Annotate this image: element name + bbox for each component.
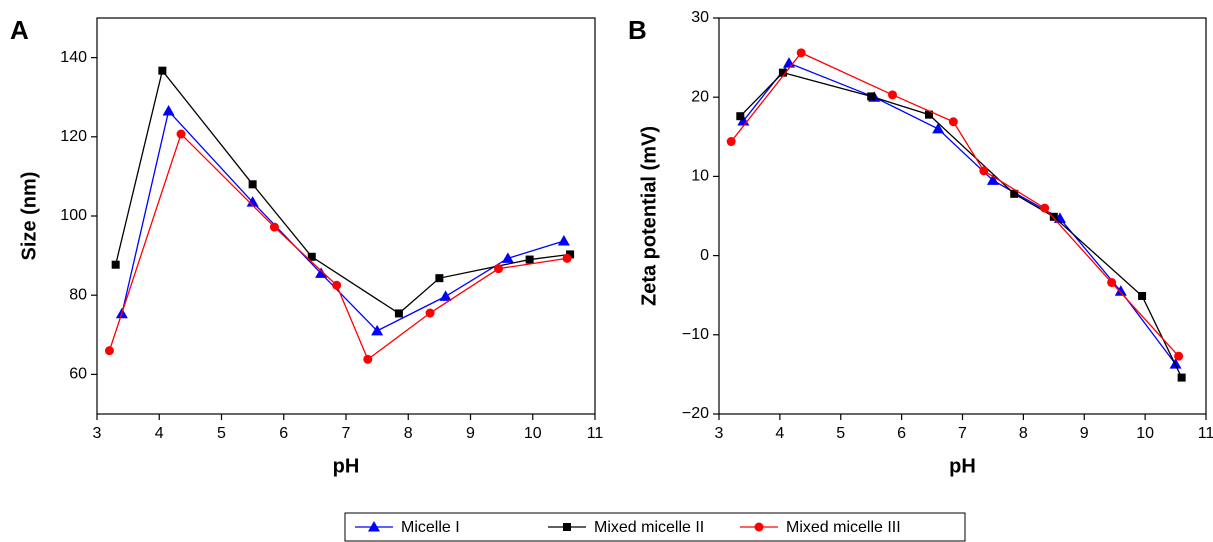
marker [158,66,167,75]
x-tick-label: 10 [1136,425,1154,442]
x-tick-label: 4 [775,425,784,442]
y-tick-label: 140 [60,49,87,66]
panel-label: A [10,15,29,45]
marker [562,253,572,263]
legend-marker [368,521,380,532]
x-tick-label: 3 [93,425,102,442]
series-line [730,52,1180,357]
series-line [115,69,571,315]
y-tick-label: 60 [69,366,87,383]
marker [371,324,384,336]
y-tick-label: −10 [682,326,709,343]
marker [315,267,328,278]
x-tick-label: 8 [1019,425,1028,442]
marker [162,105,175,116]
x-tick-label: 5 [836,425,845,442]
y-tick-label: 100 [60,207,87,224]
x-tick-label: 8 [404,425,413,442]
legend-box [344,512,966,542]
marker [1174,351,1184,361]
series-line [742,62,1177,365]
legend-label: Micelle I [401,519,460,536]
marker [796,48,806,58]
x-tick-label: 9 [466,425,475,442]
marker [1049,212,1058,221]
marker [332,280,342,290]
marker [887,90,897,100]
y-axis-label: Zeta potential (mV) [638,126,660,306]
marker [435,274,444,283]
marker [246,196,259,207]
marker [557,234,570,246]
marker [425,308,435,318]
marker [1138,291,1147,300]
marker [948,117,958,127]
marker [736,112,745,121]
marker [778,68,787,77]
x-tick-label: 11 [1198,425,1213,442]
marker [726,137,736,147]
marker [932,122,945,134]
marker [394,309,403,318]
marker [269,222,279,232]
x-tick-label: 4 [155,425,164,442]
marker [439,290,452,301]
x-tick-label: 6 [279,425,288,442]
marker [1169,358,1182,369]
x-axis-label: pH [949,455,976,477]
marker [867,92,876,101]
marker [363,354,373,364]
plot-frame [718,17,1207,415]
marker [494,264,504,274]
marker [979,166,989,176]
x-tick-label: 6 [897,425,906,442]
plot-frame [96,17,596,415]
series-line [739,71,1183,378]
marker [925,110,934,119]
marker [1010,189,1019,198]
y-tick-label: −20 [682,405,709,422]
marker [104,346,114,356]
legend-label: Mixed micelle II [594,519,704,536]
y-tick-label: 30 [691,9,709,26]
marker [1114,285,1127,296]
x-tick-label: 7 [342,425,351,442]
marker [1177,373,1186,382]
y-tick-label: 10 [691,168,709,185]
y-tick-label: 20 [691,88,709,105]
marker [176,129,186,139]
legend-label: Mixed micelle III [786,519,901,536]
marker [1040,203,1050,213]
y-tick-label: 0 [700,247,709,264]
series-line [121,109,565,332]
panel-label: B [628,15,647,45]
x-tick-label: 5 [217,425,226,442]
x-tick-label: 10 [524,425,542,442]
y-tick-label: 80 [69,286,87,303]
marker [307,252,316,261]
x-tick-label: 3 [715,425,724,442]
marker [525,255,534,264]
marker [501,252,514,263]
y-axis-label: Size (nm) [18,172,40,261]
y-tick-label: 120 [60,128,87,145]
series-line [108,132,568,361]
marker [1107,278,1117,288]
marker [248,180,257,189]
marker [566,250,575,259]
legend-marker [754,522,764,532]
legend-marker [563,523,571,531]
x-tick-label: 11 [587,425,604,442]
x-axis-label: pH [333,455,360,477]
marker [986,174,999,185]
x-tick-label: 7 [958,425,967,442]
marker [111,260,120,269]
x-tick-label: 9 [1080,425,1089,442]
